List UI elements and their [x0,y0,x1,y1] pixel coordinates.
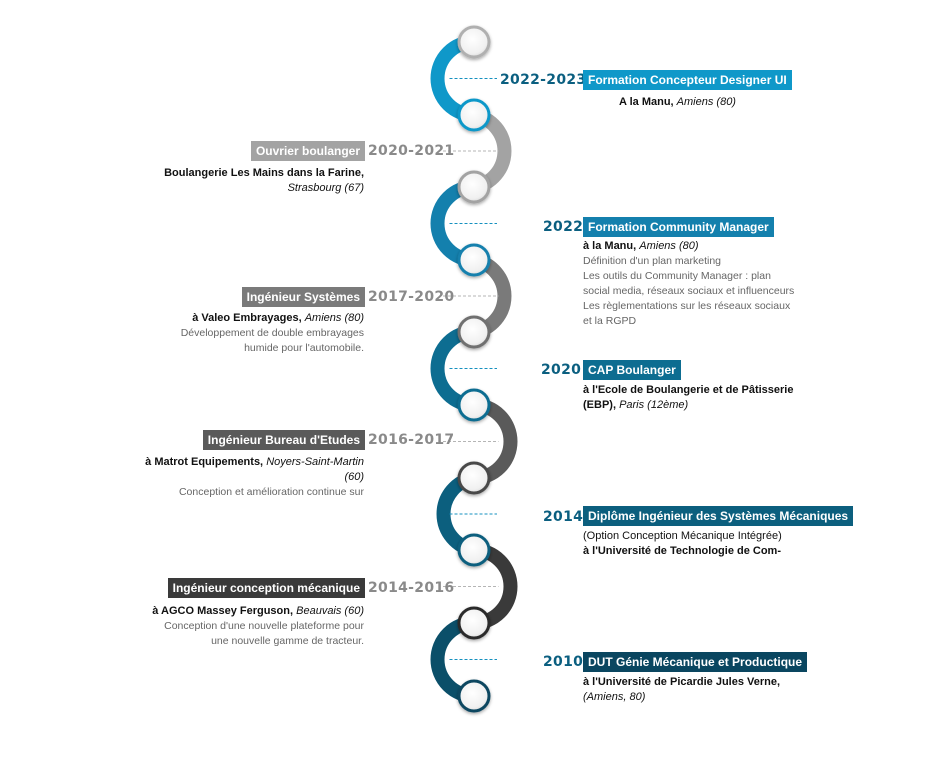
year-label-9: 2010 [543,654,584,670]
city-8: Beauvais (60) [296,605,364,617]
timeline-node-7 [457,461,491,495]
city-5: Paris (12ème) [619,399,689,411]
detail-4: à Valeo Embrayages, Amiens (80) Développ… [64,311,364,356]
timeline-node-10 [457,679,491,713]
year-label-6: 2016-2017 [368,432,455,448]
timeline-node-2 [457,98,491,132]
detail-5: à l'Ecole de Boulangerie et de Pâtisseri… [583,383,843,413]
city-1: Amiens (80) [676,96,736,108]
detail-8: à AGCO Massey Ferguson, Beauvais (60) Co… [64,604,364,649]
detail-2: Boulangerie Les Mains dans la Farine, St… [64,166,364,196]
badge-4: Ingénieur Systèmes [241,287,365,307]
sub-7: (Option Conception Mécanique Intégrée) [583,530,782,542]
year-label-8: 2014-2016 [368,580,455,596]
timeline-node-5 [457,315,491,349]
desc-3-3: social media, réseaux sociaux et influen… [583,285,795,297]
year-label-1: 2022-2023 [500,72,587,88]
badge-6: Ingénieur Bureau d'Etudes [202,430,365,450]
city-3: Amiens (80) [639,240,699,252]
desc-4-2: humide pour l'automobile. [244,342,364,354]
city-4: Amiens (80) [304,312,364,324]
place-4: à Valeo Embrayages, [192,312,302,324]
badge-7: Diplôme Ingénieur des Systèmes Mécanique… [583,506,854,526]
place-2: Boulangerie Les Mains dans la Farine, [164,167,364,179]
year-label-7: 2014 [543,509,584,525]
timeline-node-3 [457,170,491,204]
place-5b: (EBP), [583,399,616,411]
desc-4-1: Développement de double embrayages [180,327,364,339]
year-label-3: 2022 [543,219,584,235]
detail-1: A la Manu, Amiens (80) [619,95,736,110]
badge-2: Ouvrier boulanger [250,141,365,161]
desc-3-5: et la RGPD [583,315,637,327]
city-6b: (60) [344,471,364,483]
place-3: à la Manu, [583,240,637,252]
desc-8-2: une nouvelle gamme de tracteur. [211,635,364,647]
desc-6-1: Conception et amélioration continue sur [178,486,364,498]
detail-9: à l'Université de Picardie Jules Verne, … [583,675,863,705]
timeline-node-1 [457,25,491,59]
detail-7: (Option Conception Mécanique Intégrée) à… [583,529,863,559]
city-9: (Amiens, 80) [583,691,646,703]
city-6: Noyers-Saint-Martin [266,456,364,468]
detail-6: à Matrot Equipements, Noyers-Saint-Marti… [64,455,364,500]
place-5: à l'Ecole de Boulangerie et de Pâtisseri… [583,384,794,396]
year-label-2: 2020-2021 [368,143,455,159]
timeline-node-6 [457,388,491,422]
badge-9: DUT Génie Mécanique et Productique [583,652,808,672]
timeline-node-8 [457,533,491,567]
place-8: à AGCO Massey Ferguson, [152,605,294,617]
city-2: Strasbourg (67) [287,182,364,194]
place-7: à l'Université de Technologie de Com- [583,545,782,557]
detail-3: à la Manu, Amiens (80) Définition d'un p… [583,239,823,329]
badge-8: Ingénieur conception mécanique [167,578,365,598]
badge-5: CAP Boulanger [583,360,681,380]
badge-3: Formation Community Manager [583,217,774,237]
year-label-4: 2017-2020 [368,289,455,305]
desc-8-1: Conception d'une nouvelle plateforme pou… [164,620,364,632]
place-1: A la Manu, [619,96,674,108]
timeline-node-4 [457,243,491,277]
badge-1: Formation Concepteur Designer UI [583,70,792,90]
place-6: à Matrot Equipements, [145,456,264,468]
place-9: à l'Université de Picardie Jules Verne, [583,676,781,688]
year-label-5: 2020 [541,362,582,378]
desc-3-4: Les règlementations sur les réseaux soci… [583,300,791,312]
desc-3-1: Définition d'un plan marketing [583,255,722,267]
desc-3-2: Les outils du Community Manager : plan [583,270,771,282]
timeline-node-9 [457,606,491,640]
